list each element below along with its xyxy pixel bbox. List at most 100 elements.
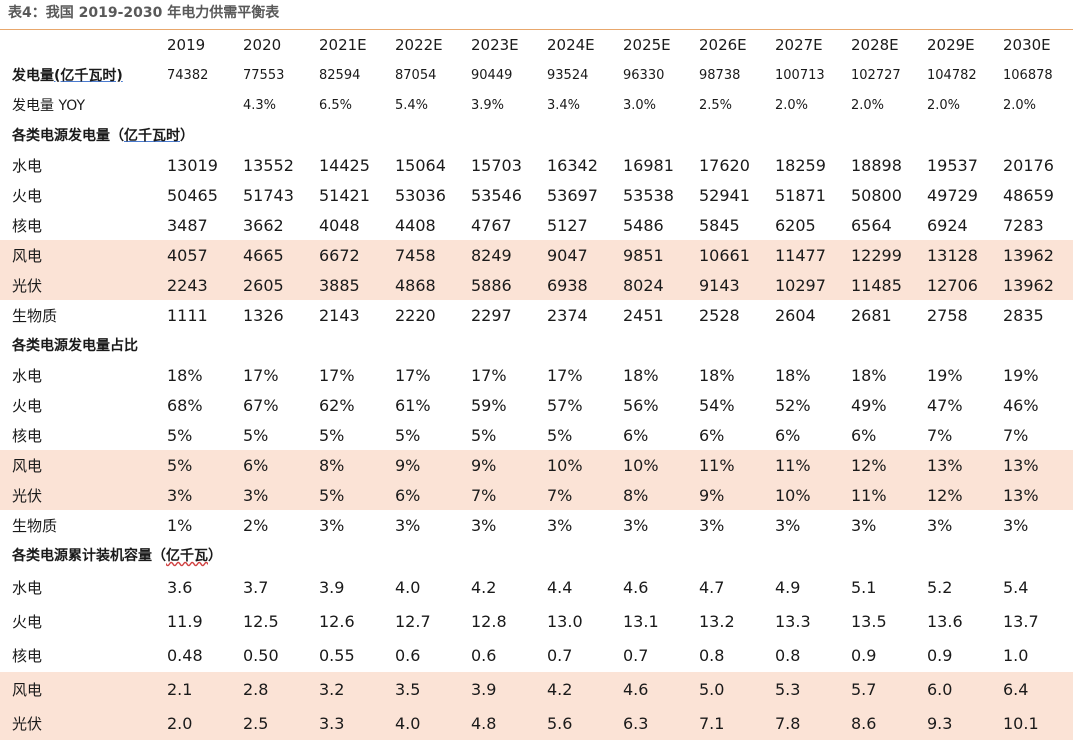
table-cell: 13.1	[623, 611, 659, 631]
table-cell: 2143	[319, 305, 360, 325]
table-cell: 11485	[844, 270, 920, 300]
row-label: 火电	[12, 612, 43, 631]
table-cell: 5.4%	[395, 97, 429, 113]
section-label: 各类电源发电量占比	[0, 330, 1073, 360]
share-row: 核电 5% 5% 5% 5% 5% 5% 6% 6% 6% 6% 7% 7%	[0, 420, 1073, 450]
table-cell: 13962	[996, 240, 1073, 270]
table-cell: 5486	[623, 215, 664, 235]
table-cell: 93524	[547, 67, 589, 83]
table-cell: 7%	[1003, 425, 1029, 445]
table-cell: 13.2	[699, 611, 735, 631]
table-cell: 5%	[471, 425, 497, 445]
capacity-row: 光伏 2.0 2.5 3.3 4.0 4.8 5.6 6.3 7.1 7.8 8.6 9.3 10.1	[0, 706, 1073, 740]
table-cell: 4.9	[775, 577, 801, 597]
table-cell: 3%	[1003, 515, 1029, 535]
table-cell: 0.48	[167, 645, 203, 665]
table-cell: 1.0	[1003, 645, 1029, 665]
table-cell: 9%	[388, 450, 464, 480]
table-cell: 6.5%	[319, 97, 353, 113]
table-cell: 3%	[927, 515, 953, 535]
table-cell: 6%	[699, 425, 725, 445]
table-cell: 5.7	[844, 672, 920, 706]
share-row: 火电 68% 67% 62% 61% 59% 57% 56% 54% 52% 49% 47% 46%	[0, 390, 1073, 420]
table-cell: 12.8	[471, 611, 507, 631]
table-cell: 77553	[243, 67, 285, 83]
table-cell: 13%	[996, 480, 1073, 510]
table-cell: 10.1	[996, 706, 1073, 740]
table-cell: 2835	[1003, 305, 1044, 325]
section-unit: 亿千瓦	[166, 548, 208, 564]
table-cell: 18259	[775, 155, 826, 175]
table-cell: 7%	[464, 480, 540, 510]
table-cell: 16981	[623, 155, 674, 175]
table-cell: 4057	[160, 240, 236, 270]
year-header: 2019	[167, 36, 206, 54]
table-cell: 12706	[920, 270, 996, 300]
table-cell: 0.8	[699, 645, 725, 665]
table-cell: 2451	[623, 305, 664, 325]
row-label: 风电	[0, 450, 160, 480]
generation-row: 发电量(亿千瓦时) 74382 77553 82594 87054 90449 93524 9…	[0, 60, 1073, 90]
row-label: 发电量(亿千瓦时)	[0, 60, 160, 90]
capacity-row: 火电 11.9 12.5 12.6 12.7 12.8 13.0 13.1 13.2 13.3 13…	[0, 604, 1073, 638]
table-cell: 11.9	[167, 611, 203, 631]
table-cell: 5%	[312, 480, 388, 510]
gen-row: 核电 3487 3662 4048 4408 4767 5127 5486 5845 6205 65…	[0, 210, 1073, 240]
gen-row: 水电 13019 13552 14425 15064 15703 16342 16981 176…	[0, 150, 1073, 180]
table-cell: 2374	[547, 305, 588, 325]
table-cell: 17%	[243, 365, 279, 385]
table-cell: 4.2	[471, 577, 497, 597]
table-cell: 51871	[775, 185, 826, 205]
table-cell: 13962	[996, 270, 1073, 300]
table-cell: 50800	[851, 185, 902, 205]
section-title: 各类电源累计装机容量（	[12, 548, 166, 564]
table-cell: 20176	[1003, 155, 1054, 175]
table-cell: 57%	[547, 395, 583, 415]
table-cell: 2.0%	[851, 97, 885, 113]
table-cell: 5127	[547, 215, 588, 235]
table-cell: 12%	[844, 450, 920, 480]
table-cell: 0.9	[927, 645, 953, 665]
row-label: 发电量 YOY	[12, 98, 86, 114]
table-cell: 18%	[167, 365, 203, 385]
table-cell: 13%	[920, 450, 996, 480]
row-label: 核电	[12, 216, 43, 235]
table-cell: 11%	[844, 480, 920, 510]
table-cell: 5%	[167, 425, 193, 445]
table-cell: 0.9	[851, 645, 877, 665]
table-cell: 6%	[388, 480, 464, 510]
table-cell: 2528	[699, 305, 740, 325]
year-header: 2021E	[319, 36, 367, 54]
table-cell: 5.6	[540, 706, 616, 740]
table-cell: 3.9%	[471, 97, 505, 113]
year-header: 2025E	[623, 36, 671, 54]
table-cell: 2605	[236, 270, 312, 300]
table-cell: 53036	[395, 185, 446, 205]
section-generation: 各类电源发电量（亿千瓦时）	[0, 120, 1073, 150]
section-label: 各类电源累计装机容量（亿千瓦）	[0, 540, 1073, 570]
section-capacity: 各类电源累计装机容量（亿千瓦）	[0, 540, 1073, 570]
table-cell: 48659	[1003, 185, 1054, 205]
table-cell: 53546	[471, 185, 522, 205]
table-cell: 12%	[920, 480, 996, 510]
table-cell: 4.7	[699, 577, 725, 597]
table-cell: 5%	[243, 425, 269, 445]
table-cell: 15703	[471, 155, 522, 175]
table-cell: 4.4	[547, 577, 573, 597]
table-cell: 12.5	[243, 611, 279, 631]
table-cell: 19537	[927, 155, 978, 175]
table-cell: 13%	[996, 450, 1073, 480]
table-cell: 17%	[395, 365, 431, 385]
row-label: 水电	[12, 156, 43, 175]
table-cell: 15064	[395, 155, 446, 175]
table-cell: 7%	[540, 480, 616, 510]
table-cell: 51421	[319, 185, 370, 205]
section-unit: 亿千瓦时	[124, 128, 180, 144]
table-cell: 8.6	[844, 706, 920, 740]
table-cell: 6%	[236, 450, 312, 480]
table-cell: 2.5%	[699, 97, 733, 113]
table-cell: 0.7	[547, 645, 573, 665]
table-cell: 46%	[1003, 395, 1039, 415]
section-title: 各类电源发电量（	[12, 128, 124, 144]
table-cell: 87054	[395, 67, 437, 83]
